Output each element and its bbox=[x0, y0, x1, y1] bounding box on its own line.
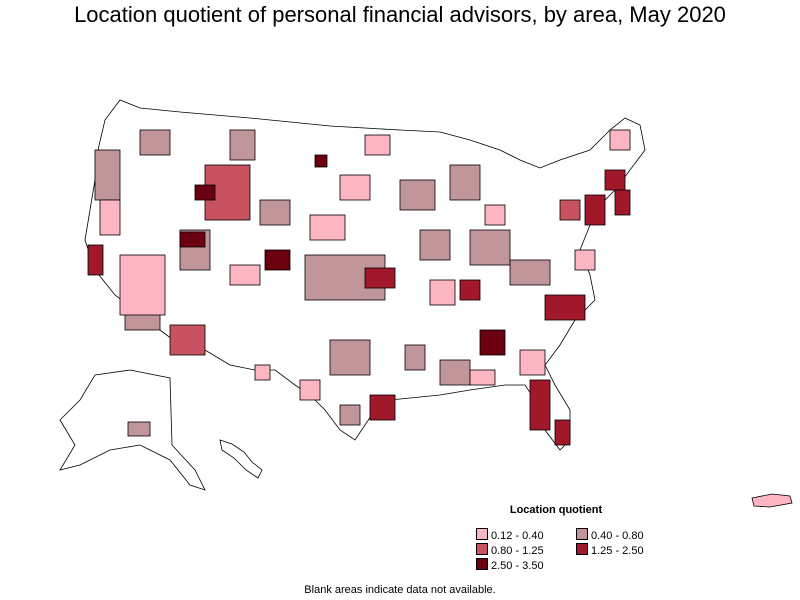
area-region bbox=[479, 329, 506, 356]
area-region bbox=[309, 214, 346, 241]
area-region bbox=[559, 199, 581, 221]
area-region bbox=[519, 349, 546, 376]
area-region bbox=[439, 359, 471, 386]
area-region bbox=[87, 244, 104, 276]
area-region bbox=[604, 169, 626, 191]
area-region bbox=[99, 199, 121, 236]
area-region bbox=[484, 204, 506, 226]
area-region bbox=[339, 404, 361, 426]
area-region bbox=[554, 419, 571, 446]
legend-item-0.12-0.40: 0.12 - 0.40 bbox=[476, 528, 544, 542]
area-region bbox=[574, 249, 596, 271]
legend-item-0.40-0.80: 0.40 - 0.80 bbox=[576, 528, 644, 542]
area-region bbox=[254, 364, 271, 381]
legend-swatch bbox=[476, 558, 488, 570]
area-region bbox=[264, 249, 291, 271]
area-region bbox=[169, 324, 206, 356]
area-region bbox=[127, 421, 151, 437]
area-region bbox=[509, 259, 551, 286]
area-region bbox=[449, 164, 481, 201]
legend: Location quotient 0.12 - 0.40 0.40 - 0.8… bbox=[468, 504, 668, 572]
area-region bbox=[369, 394, 396, 421]
area-region bbox=[339, 174, 371, 201]
area-region bbox=[94, 149, 121, 201]
area-region bbox=[584, 194, 606, 226]
area-region bbox=[404, 344, 426, 371]
area-region bbox=[259, 199, 291, 226]
area-region bbox=[544, 294, 586, 321]
area-region bbox=[119, 254, 166, 316]
area-region bbox=[139, 129, 171, 156]
legend-title: Location quotient bbox=[509, 504, 603, 516]
legend-swatch bbox=[476, 543, 488, 555]
area-region bbox=[469, 369, 496, 386]
area-region bbox=[364, 267, 396, 289]
area-region bbox=[299, 379, 321, 401]
puerto-rico-outline bbox=[751, 493, 793, 508]
area-region bbox=[419, 229, 451, 261]
map-title: Location quotient of personal financial … bbox=[74, 2, 726, 27]
area-region bbox=[529, 379, 551, 431]
area-region bbox=[179, 231, 206, 248]
area-region bbox=[609, 129, 631, 151]
area-regions bbox=[87, 129, 631, 446]
area-region bbox=[329, 339, 371, 376]
area-region bbox=[469, 229, 511, 266]
area-region bbox=[229, 264, 261, 286]
area-region bbox=[429, 279, 456, 306]
hawaii-outline bbox=[219, 439, 263, 479]
area-region bbox=[314, 154, 328, 168]
legend-item-0.80-1.25: 0.80 - 1.25 bbox=[476, 543, 544, 557]
area-region bbox=[194, 184, 216, 201]
legend-swatch bbox=[576, 543, 588, 555]
legend-item-2.50-3.50: 2.50 - 3.50 bbox=[476, 558, 544, 572]
area-region bbox=[364, 134, 391, 156]
area-region bbox=[614, 189, 631, 216]
area-region bbox=[229, 129, 256, 161]
area-region bbox=[459, 279, 481, 301]
legend-swatch bbox=[476, 528, 488, 540]
legend-item-1.25-2.50: 1.25 - 2.50 bbox=[576, 543, 644, 557]
footnote: Blank areas indicate data not available. bbox=[304, 584, 496, 596]
legend-swatch bbox=[576, 528, 588, 540]
area-region bbox=[399, 179, 436, 211]
